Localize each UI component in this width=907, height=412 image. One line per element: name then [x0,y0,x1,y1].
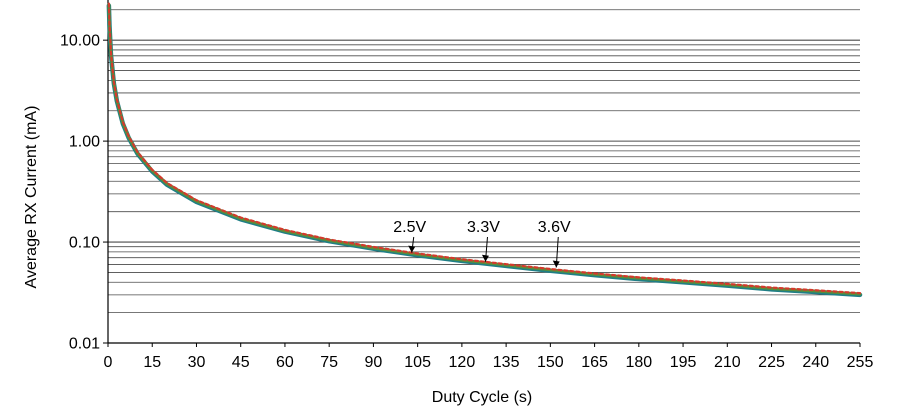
x-tick-label: 105 [404,354,431,371]
x-axis-title: Duty Cycle (s) [432,389,532,406]
y-axis-title: Average RX Current (mA) [23,106,40,289]
x-tick-label: 210 [714,354,741,371]
x-tick-label: 225 [758,354,785,371]
x-tick-label: 60 [276,354,294,371]
x-tick-label: 135 [493,354,520,371]
x-tick-label: 195 [670,354,697,371]
axes [107,0,860,344]
annotation-label-2-5v: 2.5V [393,219,426,236]
series-line-3-3v [107,3,862,296]
x-tick-label: 90 [365,354,383,371]
x-tick-label: 150 [537,354,564,371]
tick-labels: 0.01 0.10 1.00 10.00 0 15 30 45 60 75 90 105 120 135 1… [60,33,873,371]
x-tick-label: 180 [625,354,652,371]
x-tick-label: 0 [104,354,113,371]
x-tick-label: 30 [188,354,206,371]
x-tick-label: 75 [320,354,338,371]
annotation-arrow-head [552,260,560,268]
x-tick-label: 255 [847,354,874,371]
annotation-label-3-6v: 3.6V [538,219,571,236]
y-tick-label: 1.00 [69,134,100,151]
x-tick-label: 240 [802,354,829,371]
x-tick-label: 165 [581,354,608,371]
x-tick-label: 45 [232,354,250,371]
annotations: 2.5V 3.3V 3.6V [393,219,571,268]
y-tick-label: 0.01 [69,336,100,353]
y-tick-label: 0.10 [69,235,100,252]
grid-lines [108,9,860,344]
x-tick-label: 15 [143,354,161,371]
y-tick-label: 10.00 [60,33,100,50]
annotation-arrow-head [408,245,416,253]
annotation-label-3-3v: 3.3V [467,219,500,236]
series-lines [106,2,863,298]
x-tick-label: 120 [449,354,476,371]
series-line-3-6v [107,2,862,295]
annotation-arrow-head [481,254,489,262]
